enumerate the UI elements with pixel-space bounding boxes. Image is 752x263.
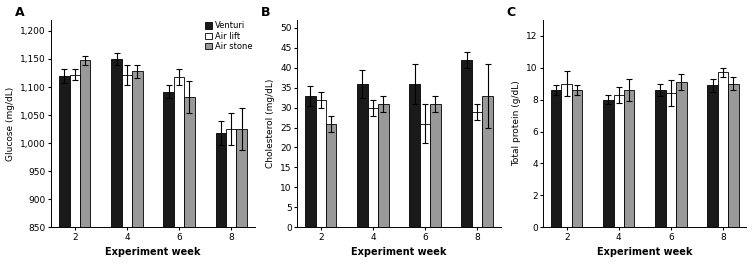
Bar xyxy=(226,129,236,263)
Y-axis label: Total protein (g/dL): Total protein (g/dL) xyxy=(511,81,520,166)
Bar xyxy=(462,60,472,227)
Bar xyxy=(174,77,184,263)
Bar xyxy=(216,133,226,263)
Bar xyxy=(472,112,482,227)
Y-axis label: Cholesterol (mg/dL): Cholesterol (mg/dL) xyxy=(265,79,274,168)
Bar xyxy=(184,97,195,263)
Bar xyxy=(718,72,728,227)
Bar xyxy=(666,93,676,227)
X-axis label: Experiment week: Experiment week xyxy=(105,247,201,257)
Bar xyxy=(551,90,562,227)
Bar xyxy=(572,90,582,227)
Bar xyxy=(409,84,420,227)
Text: C: C xyxy=(507,6,516,19)
Bar xyxy=(614,95,624,227)
Bar xyxy=(420,124,430,227)
Bar xyxy=(482,95,493,227)
Bar xyxy=(728,84,738,227)
Bar xyxy=(655,90,666,227)
Bar xyxy=(430,104,441,227)
Bar xyxy=(326,124,336,227)
Bar xyxy=(708,85,718,227)
Text: A: A xyxy=(15,6,25,19)
Legend: Venturi, Air lift, Air stone: Venturi, Air lift, Air stone xyxy=(204,20,254,53)
Bar xyxy=(624,90,635,227)
Bar xyxy=(70,75,80,263)
Bar xyxy=(368,108,378,227)
Bar xyxy=(603,100,614,227)
Bar xyxy=(357,84,368,227)
Bar xyxy=(378,104,389,227)
Bar xyxy=(132,71,143,263)
Bar xyxy=(111,59,122,263)
X-axis label: Experiment week: Experiment week xyxy=(351,247,447,257)
Text: B: B xyxy=(261,6,270,19)
Bar xyxy=(236,129,247,263)
Bar xyxy=(316,100,326,227)
Bar xyxy=(59,76,70,263)
Bar xyxy=(305,95,316,227)
Bar xyxy=(562,84,572,227)
Bar xyxy=(122,75,132,263)
Bar xyxy=(80,60,90,263)
Bar xyxy=(163,92,174,263)
Y-axis label: Glucose (mg/dL): Glucose (mg/dL) xyxy=(5,87,14,161)
Bar xyxy=(676,82,687,227)
X-axis label: Experiment week: Experiment week xyxy=(597,247,693,257)
